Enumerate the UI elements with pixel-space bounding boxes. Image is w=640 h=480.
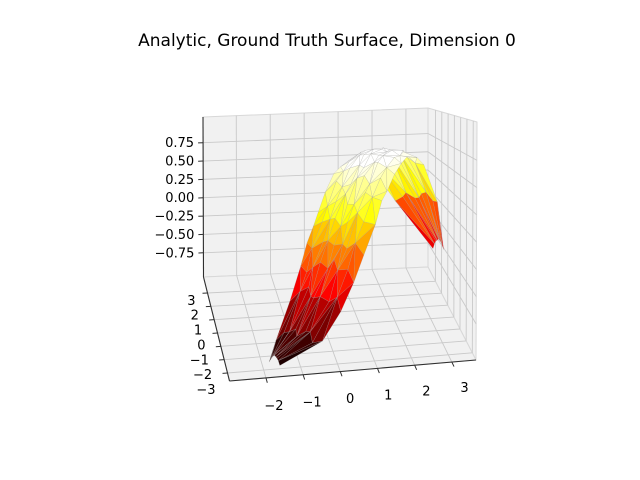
tick-label: 0	[197, 338, 205, 353]
tick-label: −0.25	[154, 210, 194, 225]
tick-label: 0	[346, 392, 354, 407]
tick-label: −1	[190, 353, 209, 368]
tick-label: 1	[384, 388, 392, 403]
tick-label: −1	[302, 395, 321, 410]
plot-title: Analytic, Ground Truth Surface, Dimensio…	[138, 31, 516, 51]
tick-label: −0.75	[155, 246, 195, 261]
tick-label: −2	[264, 399, 283, 414]
tick-label: −0.50	[155, 228, 195, 243]
tick-label: 0.25	[165, 173, 194, 188]
tick-label: 2	[422, 385, 430, 400]
x-tick-labels: −2 −1 0 1 2 3	[264, 381, 468, 414]
axis-spines	[202, 116, 477, 382]
tick-label: 2	[191, 309, 199, 324]
surface-mesh[interactable]	[268, 147, 444, 366]
tick-marks	[198, 142, 455, 383]
tick-label: 3	[460, 381, 468, 396]
tick-label: 0.50	[165, 155, 194, 170]
z-tick-labels: 0.75 0.50 0.25 0.00 −0.25 −0.50 −0.75	[154, 136, 194, 261]
tick-label: 0.00	[165, 191, 194, 206]
tick-label: 3	[187, 294, 195, 309]
tick-label: −2	[193, 368, 212, 383]
tick-label: −3	[196, 383, 215, 398]
tick-label: 1	[194, 324, 202, 339]
tick-label: 0.75	[165, 136, 194, 151]
